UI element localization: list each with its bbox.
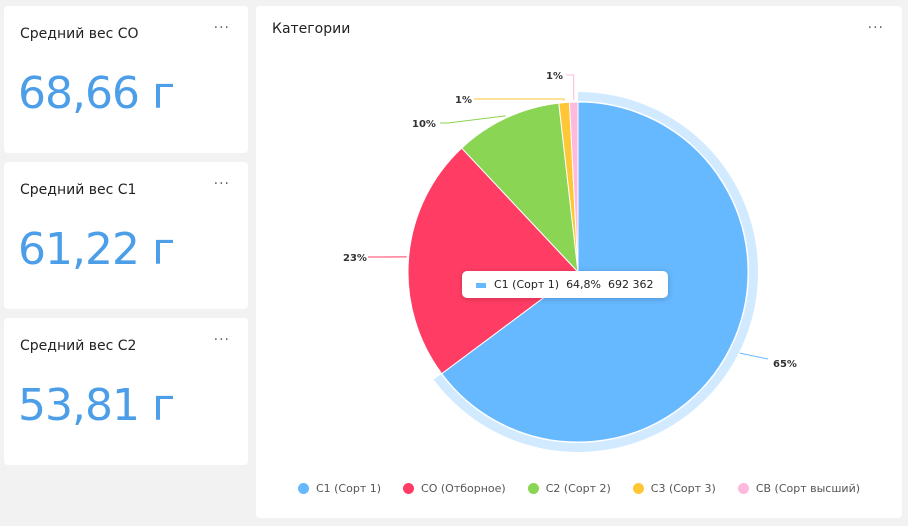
- legend-dot-icon: [632, 483, 644, 494]
- legend-dot-icon: [403, 483, 415, 494]
- kpi-title: Средний вес С1: [20, 182, 137, 198]
- kpi-card-c1: Средний вес С1 ··· 61,22 г: [4, 162, 248, 309]
- tooltip-value: 692 362: [608, 278, 654, 291]
- tooltip-swatch: [476, 282, 486, 288]
- more-icon[interactable]: ···: [213, 176, 230, 192]
- kpi-card-co: Средний вес СО ··· 68,66 г: [4, 6, 248, 153]
- kpi-card-c2: Средний вес С2 ··· 53,81 г: [4, 318, 248, 465]
- legend-item[interactable]: СВ (Сорт высший): [737, 482, 861, 495]
- pie-slice[interactable]: [460, 102, 579, 274]
- legend-item[interactable]: СО (Отборное): [403, 482, 506, 495]
- kpi-title: Средний вес С2: [20, 338, 137, 354]
- leader-line: [474, 98, 565, 101]
- more-icon[interactable]: ···: [213, 332, 230, 348]
- kpi-title: Средний вес СО: [20, 26, 139, 42]
- more-icon[interactable]: ···: [213, 20, 230, 36]
- more-icon[interactable]: ···: [867, 20, 884, 36]
- leader-line: [440, 115, 506, 124]
- pie-slice[interactable]: [407, 147, 579, 375]
- legend-dot-icon: [737, 483, 749, 494]
- pie-chart: 65% 23% 10% 1% 1%: [343, 71, 797, 452]
- legend-dot-icon: [527, 483, 539, 494]
- data-label: 1%: [455, 95, 472, 106]
- chart-title: Категории: [272, 21, 351, 37]
- legend-dot-icon: [297, 483, 309, 494]
- legend-label: С1 (Сорт 1): [315, 482, 382, 495]
- categories-chart-card: Категории ··· 65% 23% 10% 1% 1% С1 (Сорт 1) …: [256, 6, 902, 518]
- legend-label: СО (Отборное): [421, 482, 506, 495]
- legend-label: С2 (Сорт 2): [545, 482, 611, 495]
- legend-label: СВ (Сорт высший): [755, 482, 861, 495]
- data-label: 23%: [343, 253, 367, 264]
- legend: С1 (Сорт 1) СО (Отборное) С2 (Сорт 2) С3 (С…: [256, 482, 902, 495]
- data-label: 65%: [773, 359, 797, 370]
- data-label: 1%: [546, 71, 563, 82]
- legend-label: С3 (Сорт 3): [650, 482, 716, 495]
- legend-item[interactable]: С1 (Сорт 1): [297, 482, 382, 495]
- leader-line: [739, 352, 769, 360]
- legend-item[interactable]: С3 (Сорт 3): [632, 482, 716, 495]
- leader-line: [566, 74, 575, 101]
- tooltip-percent: 64,8%: [566, 278, 602, 291]
- pie-slice[interactable]: [568, 101, 579, 273]
- legend-item[interactable]: С2 (Сорт 2): [527, 482, 611, 495]
- data-label: 10%: [412, 119, 436, 130]
- kpi-value: 61,22 г: [18, 224, 175, 275]
- kpi-value: 68,66 г: [18, 68, 175, 119]
- kpi-value: 53,81 г: [18, 380, 175, 431]
- tooltip-label: С1 (Сорт 1): [494, 278, 560, 291]
- tooltip: С1 (Сорт 1) 64,8% 692 362: [462, 271, 668, 298]
